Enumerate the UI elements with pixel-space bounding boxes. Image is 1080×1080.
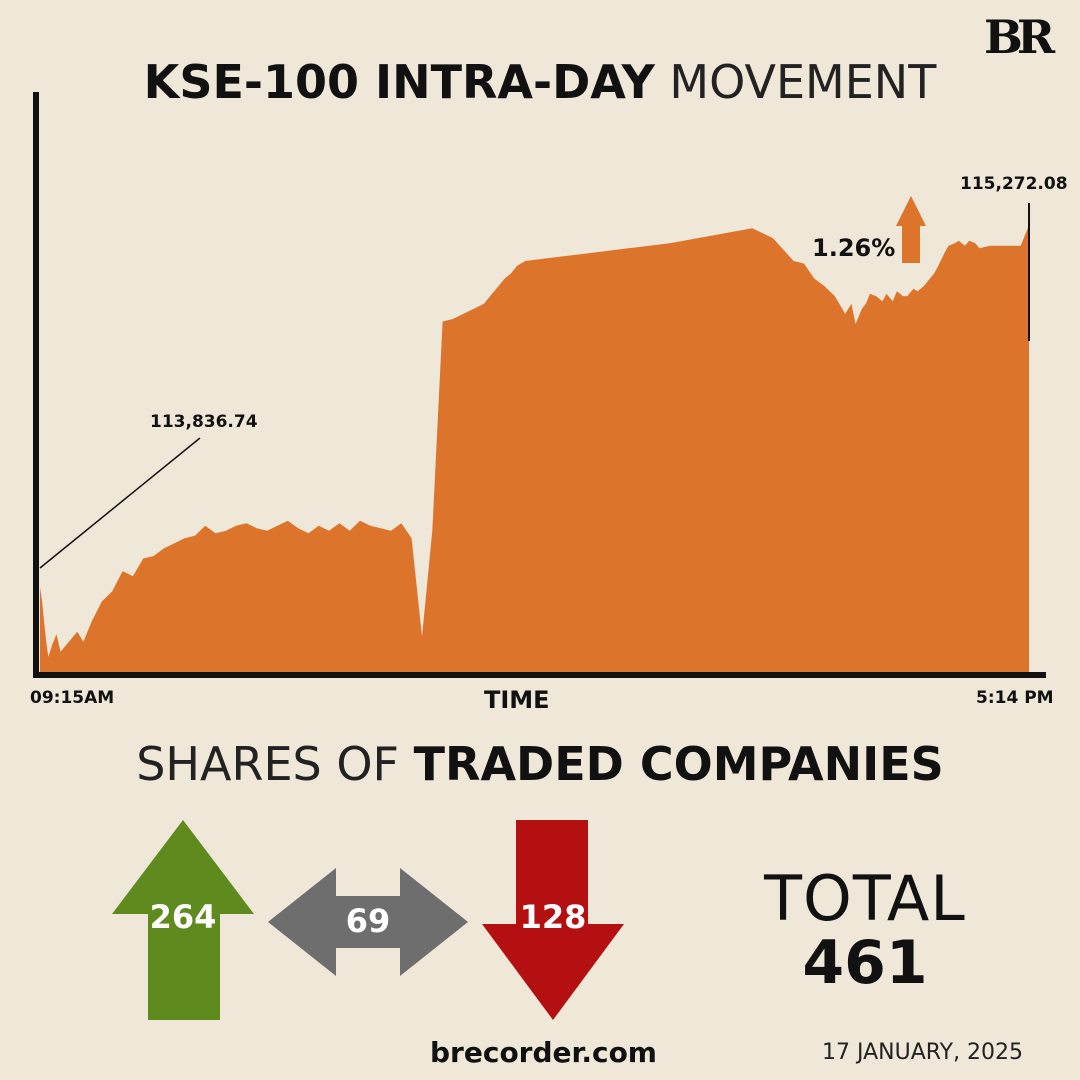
advanced-count: 264 [149,898,217,936]
declined-count: 128 [519,898,587,936]
title-bold: KSE-100 INTRA-DAY [143,55,655,109]
open-value-label: 113,836.74 [150,412,258,432]
declined-down-arrow-icon [482,820,624,1020]
total-label: TOTAL [764,862,966,935]
shares-title-bold: TRADED COMPANIES [413,737,944,791]
shares-title: SHARES OF TRADED COMPANIES [0,736,1080,792]
x-axis-title: TIME [484,686,550,714]
site-link[interactable]: brecorder.com [430,1036,657,1069]
unchanged-double-arrow-icon [268,868,468,976]
open-callout-line [39,437,201,569]
intraday-chart [33,92,1046,678]
date-label: 17 JANUARY, 2025 [822,1040,1024,1065]
x-end-label: 5:14 PM [976,688,1054,708]
chart-title: KSE-100 INTRA-DAY MOVEMENT [0,56,1080,108]
close-value-label: 115,272.08 [960,174,1068,194]
change-percent-label: 1.26% [812,234,896,262]
change-up-arrow [896,196,926,263]
br-logo: BR [984,10,1055,64]
unchanged-count: 69 [345,902,391,940]
intraday-area [40,225,1029,672]
advanced-up-arrow-icon [112,820,254,1020]
total-value: 461 [802,928,928,998]
x-start-label: 09:15AM [30,688,115,708]
shares-title-light: SHARES OF [136,737,414,791]
title-light: MOVEMENT [654,55,937,109]
